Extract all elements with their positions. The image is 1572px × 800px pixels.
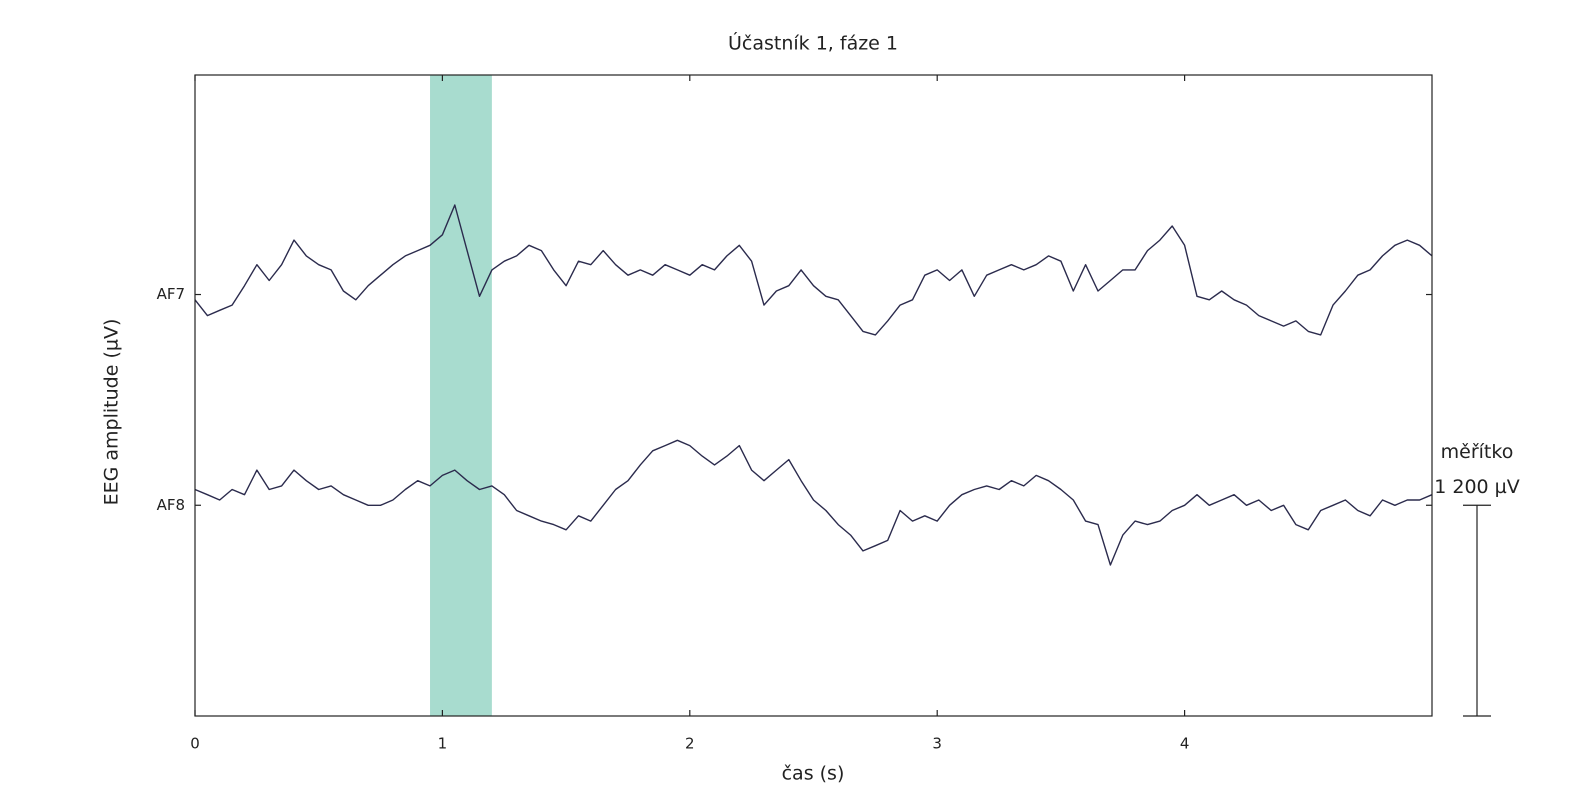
x-tick-label: 0	[190, 735, 200, 753]
y-axis-label: EEG amplitude (µV)	[101, 319, 123, 506]
eeg-trace	[194, 439, 1433, 566]
x-tick-label: 3	[932, 735, 942, 753]
eeg-trace	[194, 204, 1433, 336]
highlight-band	[430, 75, 492, 716]
y-tick-label: AF8	[157, 496, 185, 514]
x-tick-label: 2	[685, 735, 695, 753]
x-tick-label: 1	[438, 735, 448, 753]
scale-label: měřítko	[1441, 441, 1514, 463]
chart-title: Účastník 1, fáze 1	[728, 31, 898, 55]
y-tick-label: AF7	[157, 285, 185, 303]
plot-frame	[194, 74, 1433, 717]
x-axis-label: čas (s)	[782, 763, 845, 785]
scale-value-label: 1 200 µV	[1434, 476, 1520, 498]
x-tick-label: 4	[1180, 735, 1190, 753]
